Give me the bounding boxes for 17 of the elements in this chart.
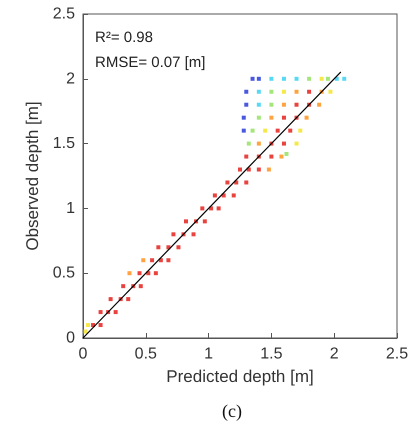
annotation: RMSE= 0.07 [m] — [95, 54, 206, 71]
x-tick-label: 2 — [330, 346, 339, 362]
y-tick-label: 0.5 — [52, 264, 76, 282]
x-tick-label: 1.5 — [260, 346, 283, 362]
y-axis-title: Observed depth [m] — [23, 101, 42, 251]
x-tick-label: 0 — [78, 346, 88, 362]
y-tick-label: 1.5 — [52, 135, 76, 152]
annotation: R²= 0.98 — [95, 29, 153, 46]
y-tick-label: 2.5 — [52, 6, 76, 22]
x-tick-label: 1 — [204, 346, 214, 362]
x-tick-label: 0.5 — [134, 346, 158, 362]
x-tick-label: 2.5 — [386, 346, 408, 362]
y-tick-label: 1 — [66, 200, 76, 217]
x-axis-title: Predicted depth [m] — [166, 367, 314, 386]
text: (c) — [222, 401, 242, 421]
y-tick-label: 2 — [66, 70, 76, 88]
y-tick-label: 0 — [66, 330, 76, 346]
